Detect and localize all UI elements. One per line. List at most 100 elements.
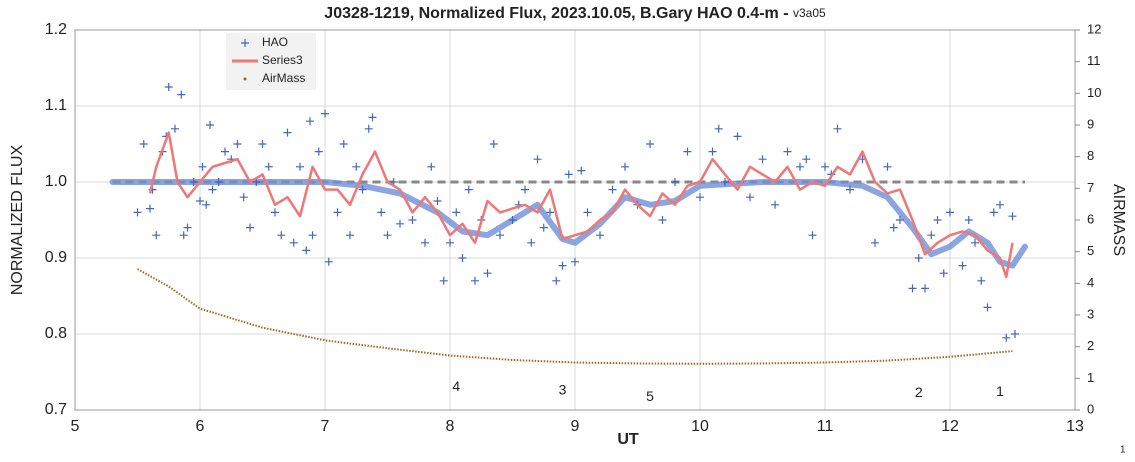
x-tick-label: 9 — [571, 418, 580, 435]
data-point — [733, 132, 742, 141]
data-point — [333, 208, 342, 217]
data-point — [302, 246, 311, 255]
data-point — [539, 223, 548, 232]
y2-tick-label: 2 — [1087, 338, 1094, 353]
data-point — [133, 208, 142, 217]
data-point — [171, 124, 179, 133]
data-point — [164, 83, 173, 91]
data-point — [206, 121, 214, 129]
data-point — [833, 124, 842, 133]
annotation: 5 — [646, 388, 654, 404]
data-point — [896, 216, 904, 224]
y-tick-label: 0.7 — [45, 401, 67, 418]
data-point — [946, 208, 954, 217]
data-point — [377, 208, 386, 217]
data-point — [239, 193, 248, 202]
data-point — [314, 147, 323, 156]
data-point — [771, 200, 779, 209]
data-point — [277, 231, 286, 240]
data-point — [233, 140, 242, 148]
data-point — [221, 147, 229, 156]
data-point — [658, 216, 667, 224]
data-point — [714, 124, 723, 133]
page-number: 1 — [1120, 445, 1126, 456]
data-point — [958, 261, 967, 270]
annotation: 2 — [915, 384, 923, 400]
fit-line — [109, 179, 1028, 269]
data-point — [796, 162, 804, 171]
x-tick-label: 5 — [71, 418, 80, 435]
data-point — [364, 124, 373, 133]
data-point — [846, 185, 854, 194]
data-point — [964, 216, 973, 224]
data-point — [146, 204, 154, 213]
data-point — [464, 185, 473, 194]
y-tick-label: 1.1 — [45, 97, 67, 114]
data-point — [914, 254, 923, 262]
data-point — [977, 276, 986, 285]
series-line — [148, 131, 1014, 279]
data-point — [208, 185, 217, 194]
data-point — [196, 197, 204, 205]
data-point — [1002, 333, 1011, 342]
data-point — [289, 238, 298, 247]
legend-label: AirMass — [262, 71, 305, 85]
data-point — [264, 162, 273, 171]
data-point — [152, 231, 161, 240]
plot-frame — [74, 29, 1076, 411]
y2-tick-label: 3 — [1087, 306, 1094, 321]
data-point — [683, 147, 692, 156]
data-point — [446, 238, 454, 247]
data-point — [671, 178, 679, 186]
data-point — [306, 117, 314, 126]
data-point — [427, 162, 436, 171]
data-point — [324, 257, 333, 266]
data-point — [271, 208, 279, 217]
data-point — [1008, 212, 1017, 221]
y-tick-label: 1.2 — [45, 21, 67, 38]
data-point — [802, 155, 811, 164]
data-point — [883, 162, 892, 171]
data-point — [183, 223, 192, 232]
data-point — [368, 113, 377, 122]
data-point — [927, 231, 936, 240]
legend-label: HAO — [262, 35, 288, 49]
data-point — [202, 200, 211, 209]
y2-tick-label: 9 — [1087, 116, 1094, 131]
data-point — [421, 238, 429, 247]
data-point — [721, 178, 729, 186]
chart-title: J0328-1219, Normalized Flux, 2023.10.05,… — [324, 5, 826, 22]
data-point — [396, 219, 404, 228]
data-point — [783, 147, 792, 156]
data-point — [383, 231, 392, 240]
data-point — [708, 147, 717, 156]
data-point — [608, 185, 617, 194]
data-point — [533, 155, 542, 164]
data-point — [471, 276, 479, 285]
data-point — [508, 216, 517, 224]
data-point — [527, 238, 536, 247]
legend-label: Series3 — [262, 53, 303, 67]
y-tick-label: 0.9 — [45, 249, 67, 266]
data-point — [308, 231, 317, 240]
data-point — [346, 231, 354, 240]
data-point — [552, 276, 561, 285]
y2-tick-label: 8 — [1087, 148, 1094, 163]
data-point — [758, 155, 767, 164]
data-point — [246, 223, 254, 232]
data-point — [433, 197, 442, 205]
data-point — [696, 193, 704, 202]
data-point — [352, 162, 361, 171]
y2-tick-label: 5 — [1087, 243, 1094, 258]
data-point — [596, 231, 604, 240]
data-point — [214, 178, 223, 186]
data-point — [458, 254, 467, 262]
data-point — [452, 208, 461, 217]
x-tick-label: 7 — [321, 418, 330, 435]
data-point — [971, 238, 979, 247]
y-tick-label: 1.0 — [45, 173, 67, 190]
data-point — [921, 284, 929, 293]
x-tick-label: 11 — [817, 418, 834, 435]
y2-tick-label: 0 — [1087, 401, 1094, 416]
